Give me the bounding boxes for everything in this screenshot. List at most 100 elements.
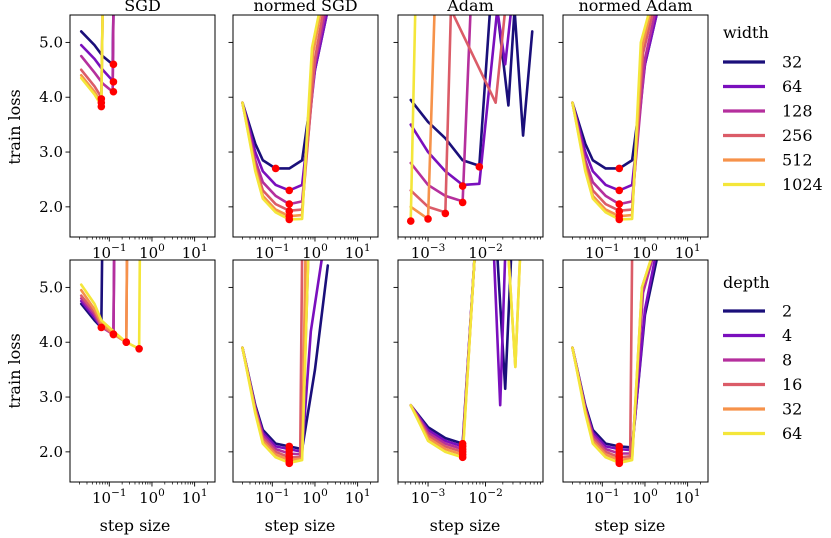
series-line-32 — [409, 15, 534, 168]
series-line-4 — [241, 260, 323, 454]
best-marker-128 — [615, 200, 624, 208]
best-marker-128 — [109, 87, 118, 96]
x-tick-label: 100 — [632, 242, 658, 262]
best-marker-64 — [135, 345, 143, 353]
best-marker-64 — [615, 186, 624, 195]
xlabel-1: step size — [100, 516, 171, 535]
best-marker-32 — [109, 60, 118, 69]
axes-frame — [232, 14, 379, 238]
series-line-16 — [241, 260, 304, 459]
panel-depth-1: 10−1 100 101 2.0 3.0 4.0 5.0 — [39, 259, 216, 507]
y-tick-label: 2.0 — [39, 198, 63, 216]
panel-width-1: SGD 10−1 100 101 2.0 3.0 4.0 5.0 — [39, 0, 216, 262]
panel-depth-3: 10−3 10−2 — [393, 259, 544, 507]
y-tick-label: 4.0 — [39, 333, 63, 351]
series-group — [571, 260, 658, 468]
series-group — [79, 15, 118, 111]
x-tick-label: 10−1 — [92, 242, 127, 262]
best-marker-2 — [97, 323, 106, 332]
xlabel-3: step size — [430, 516, 501, 535]
series-group — [409, 260, 522, 462]
series-line-8 — [79, 260, 116, 336]
legend-label-64: 64 — [782, 77, 802, 96]
legend-label-64: 64 — [782, 424, 802, 443]
legend-label-32: 32 — [782, 53, 802, 72]
legend-label-32: 32 — [782, 400, 802, 419]
series-line-4 — [409, 260, 507, 448]
series-line-2 — [241, 264, 330, 451]
legend-depth: depth 2 4 8 16 32 64 — [723, 273, 802, 443]
panel-width-2: normed SGD 10−1 100 101 — [228, 0, 379, 262]
axes-frame — [232, 259, 379, 483]
best-marker-64 — [458, 453, 467, 462]
series-line-64 — [79, 15, 115, 83]
best-marker-512 — [424, 215, 432, 223]
series-group — [571, 15, 658, 224]
best-marker-128 — [458, 198, 467, 207]
y-tick-label: 5.0 — [39, 278, 63, 296]
x-tick-label: 10−3 — [411, 242, 446, 262]
series-line-1024 — [571, 15, 650, 221]
x-tick-label: 10−1 — [585, 242, 620, 262]
legend-label-2: 2 — [782, 302, 792, 321]
best-marker-64 — [285, 459, 294, 468]
x-tick-label: 10−2 — [468, 487, 503, 507]
series-line-32 — [79, 260, 129, 344]
legend-label-1024: 1024 — [782, 175, 823, 194]
series-line-1024 — [409, 15, 417, 222]
x-tick-label: 10−1 — [585, 487, 620, 507]
x-tick-label: 100 — [302, 242, 328, 262]
best-marker-64 — [285, 186, 294, 195]
legend-label-128: 128 — [782, 102, 813, 121]
axes-frame — [397, 14, 544, 238]
series-line-128 — [409, 15, 472, 203]
series-group — [241, 15, 328, 224]
panel-title: normed Adam — [578, 0, 692, 15]
best-marker-128 — [285, 200, 294, 208]
series-line-32 — [241, 260, 307, 462]
x-tick-label: 101 — [182, 242, 208, 262]
legend-label-8: 8 — [782, 351, 792, 370]
best-marker-1024 — [285, 215, 294, 224]
axes-frame — [562, 259, 709, 483]
panel-title: normed SGD — [253, 0, 357, 15]
best-marker-32 — [615, 164, 624, 173]
panel-title: Adam — [446, 0, 494, 15]
x-tick-label: 101 — [182, 487, 208, 507]
axes-frame — [69, 259, 216, 483]
panel-depth-4: 10−1 100 101 — [558, 259, 709, 507]
panel-title: SGD — [124, 0, 161, 15]
x-tick-label: 100 — [139, 487, 165, 507]
series-group — [241, 260, 330, 468]
y-tick-label: 2.0 — [39, 443, 63, 461]
legend-label-16: 16 — [782, 375, 802, 394]
best-marker-32 — [271, 164, 280, 173]
panel-width-3: Adam 10−3 10−2 — [393, 0, 544, 262]
xlabel-4: step size — [595, 516, 666, 535]
y-tick-label: 3.0 — [39, 388, 63, 406]
x-tick-label: 101 — [345, 242, 371, 262]
best-marker-64 — [458, 182, 467, 190]
x-tick-label: 100 — [139, 242, 165, 262]
axes-frame — [69, 14, 216, 238]
x-tick-label: 100 — [302, 487, 328, 507]
x-tick-label: 101 — [675, 487, 701, 507]
best-marker-1024 — [615, 215, 624, 224]
legend-label-512: 512 — [782, 151, 813, 170]
series-group — [406, 15, 534, 225]
x-tick-label: 10−1 — [92, 487, 127, 507]
y-tick-label: 4.0 — [39, 88, 63, 106]
series-line-8 — [241, 260, 310, 456]
best-marker-1024 — [406, 217, 415, 225]
legend-width: width 32 64 128 256 512 1024 — [723, 23, 823, 194]
best-marker-64 — [109, 78, 118, 86]
ylabel-bottom: train loss — [5, 333, 24, 408]
xlabel-2: step size — [265, 516, 336, 535]
best-marker-32 — [122, 338, 131, 347]
best-marker-8 — [109, 330, 118, 339]
ylabel-top: train loss — [5, 89, 24, 164]
series-line-128 — [571, 15, 656, 206]
series-group — [79, 260, 143, 353]
x-tick-label: 101 — [345, 487, 371, 507]
